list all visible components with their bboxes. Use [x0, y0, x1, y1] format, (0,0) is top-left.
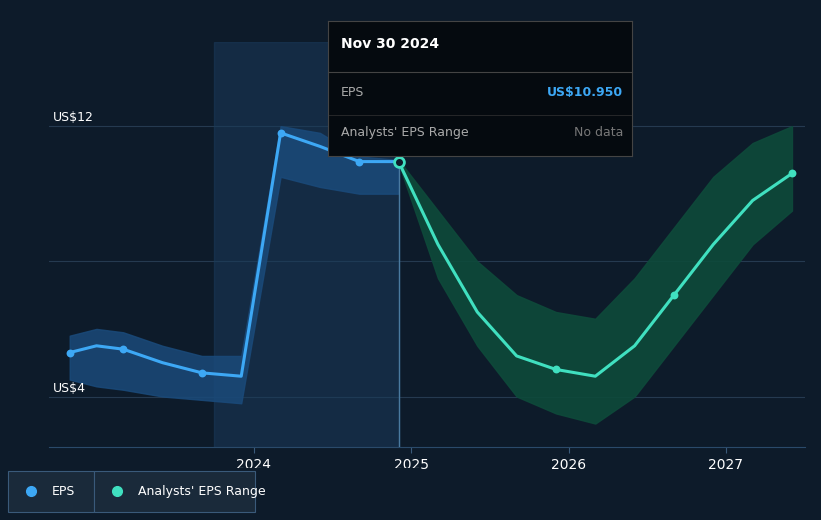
Text: Actual: Actual: [351, 123, 391, 136]
Bar: [214, 42, 398, 447]
Text: EPS: EPS: [52, 485, 75, 498]
Text: Analysts' EPS Range: Analysts' EPS Range: [341, 126, 468, 139]
Point: [63, 348, 76, 357]
Point: [195, 369, 209, 377]
Point: [392, 158, 405, 166]
Text: US$12: US$12: [53, 111, 94, 124]
FancyBboxPatch shape: [94, 471, 255, 512]
Point: [353, 158, 366, 166]
Text: US$4: US$4: [53, 382, 85, 395]
Text: Analysts' EPS Range: Analysts' EPS Range: [138, 485, 265, 498]
Text: Analysts Forecasts: Analysts Forecasts: [406, 123, 523, 136]
Text: US$10.950: US$10.950: [547, 86, 623, 99]
Point: [274, 128, 287, 137]
Point: [549, 365, 562, 373]
FancyBboxPatch shape: [8, 471, 94, 512]
Point: [667, 291, 681, 300]
Text: No data: No data: [574, 126, 623, 139]
Point: [786, 170, 799, 178]
Text: Nov 30 2024: Nov 30 2024: [341, 37, 438, 51]
Point: [117, 345, 130, 354]
Text: EPS: EPS: [341, 86, 364, 99]
